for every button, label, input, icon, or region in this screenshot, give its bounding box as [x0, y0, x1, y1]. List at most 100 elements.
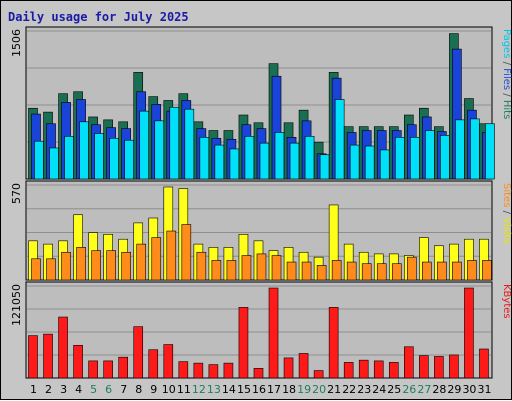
bar-pages-day-20 — [319, 154, 330, 180]
bar-kbytes-day-19 — [298, 353, 309, 379]
x-tick-label-day-14: 14 — [222, 383, 236, 396]
x-tick-label-day-8: 8 — [135, 383, 142, 396]
x-tick-label-day-16: 16 — [252, 383, 266, 396]
legend-part-kbytes-0: KBytes — [501, 284, 512, 319]
bar-kbytes-day-16 — [253, 368, 264, 379]
x-tick-label-day-31: 31 — [477, 383, 491, 396]
bar-sites-day-12 — [196, 251, 207, 281]
bar-sites-day-13 — [211, 260, 222, 281]
bar-pages-day-3 — [64, 136, 74, 180]
legend-part-hits-1: / — [501, 58, 512, 68]
bar-pages-day-29 — [455, 119, 465, 180]
bar-kbytes-day-20 — [313, 370, 324, 379]
bar-pages-day-18 — [289, 142, 300, 180]
bar-pages-day-15 — [244, 136, 255, 180]
legend-part-hits-0: Pages — [501, 29, 512, 58]
bar-sites-day-9 — [151, 237, 162, 281]
x-tick-label-day-30: 30 — [462, 383, 476, 396]
bar-sites-day-3 — [61, 251, 71, 281]
bar-kbytes-day-5 — [88, 360, 98, 379]
x-tick-label-day-28: 28 — [432, 383, 446, 396]
x-tick-label-day-6: 6 — [105, 383, 112, 396]
bar-sites-day-11 — [181, 224, 192, 281]
y-max-label-kbytes: 121050 — [10, 284, 23, 326]
y-max-label-hits: 1506 — [10, 29, 23, 57]
bar-sites-day-16 — [256, 253, 267, 281]
legend-part-hits-4: Hits — [501, 100, 512, 119]
chart-title: Daily usage for July 2025 — [8, 10, 189, 24]
bar-kbytes-day-3 — [58, 316, 68, 379]
bar-kbytes-day-7 — [118, 356, 128, 379]
bar-pages-day-14 — [229, 148, 240, 180]
bar-sites-day-21 — [331, 260, 342, 281]
bar-sites-day-17 — [271, 255, 282, 281]
bar-pages-day-13 — [214, 144, 225, 180]
bar-sites-day-6 — [106, 250, 116, 281]
bar-sites-day-20 — [316, 265, 327, 281]
bar-pages-day-4 — [79, 121, 89, 180]
bar-sites-day-23 — [361, 263, 372, 281]
bar-sites-day-19 — [301, 261, 312, 281]
bar-pages-day-27 — [425, 130, 435, 180]
bar-kbytes-day-9 — [148, 349, 159, 379]
bar-sites-day-15 — [241, 255, 252, 281]
bar-pages-day-22 — [349, 144, 360, 180]
x-tick-label-day-17: 17 — [267, 383, 281, 396]
x-tick-label-day-2: 2 — [45, 383, 52, 396]
bar-sites-day-31 — [482, 260, 492, 281]
bar-pages-day-30 — [470, 118, 480, 180]
bar-kbytes-day-29 — [449, 354, 459, 379]
bar-sites-day-24 — [376, 263, 387, 281]
bar-sites-day-4 — [76, 247, 86, 281]
bar-pages-day-31 — [485, 123, 495, 180]
x-tick-label-day-10: 10 — [162, 383, 176, 396]
bar-kbytes-day-21 — [328, 307, 339, 379]
x-tick-label-day-18: 18 — [282, 383, 296, 396]
bar-pages-day-11 — [184, 108, 195, 180]
legend-part-visits-2: Visits — [501, 217, 512, 244]
bar-sites-day-8 — [136, 243, 147, 281]
x-tick-label-day-25: 25 — [387, 383, 401, 396]
bar-kbytes-day-4 — [73, 344, 83, 379]
legend-part-visits-0: Sites — [501, 183, 512, 207]
bar-kbytes-day-12 — [193, 362, 204, 379]
bar-pages-day-7 — [124, 139, 134, 180]
bar-pages-day-2 — [49, 147, 59, 180]
bar-kbytes-day-6 — [103, 360, 113, 379]
bar-kbytes-day-1 — [28, 335, 38, 379]
bar-sites-day-29 — [452, 261, 462, 281]
x-tick-label-day-21: 21 — [327, 383, 341, 396]
x-tick-label-day-7: 7 — [120, 383, 127, 396]
bar-sites-day-18 — [286, 261, 297, 281]
bar-sites-day-26 — [407, 256, 417, 281]
bar-pages-day-19 — [304, 136, 315, 180]
bar-sites-day-10 — [166, 230, 177, 281]
bar-kbytes-day-25 — [388, 362, 399, 379]
bar-pages-day-6 — [109, 137, 119, 180]
x-tick-label-day-1: 1 — [30, 383, 37, 396]
bar-pages-day-1 — [34, 140, 44, 180]
bar-sites-day-14 — [226, 260, 237, 281]
bar-pages-day-26 — [410, 137, 420, 180]
x-tick-label-day-22: 22 — [342, 383, 356, 396]
bar-kbytes-day-11 — [178, 361, 189, 379]
bar-pages-day-16 — [259, 142, 270, 180]
bar-kbytes-day-10 — [163, 344, 174, 379]
bar-sites-day-30 — [467, 260, 477, 281]
bar-kbytes-day-26 — [404, 346, 414, 379]
bar-pages-day-28 — [440, 135, 450, 180]
x-tick-label-day-20: 20 — [312, 383, 326, 396]
bar-pages-day-23 — [364, 145, 375, 180]
x-tick-label-day-27: 27 — [417, 383, 431, 396]
legend-label-kbytes: KBytes — [501, 284, 512, 319]
bar-kbytes-day-30 — [464, 287, 474, 379]
bar-pages-day-25 — [394, 137, 405, 180]
bar-kbytes-day-24 — [373, 360, 384, 379]
bar-sites-day-7 — [121, 251, 131, 281]
legend-part-hits-2: Files — [501, 68, 512, 90]
bar-kbytes-day-31 — [479, 348, 489, 379]
x-tick-label-day-19: 19 — [297, 383, 311, 396]
bar-kbytes-day-13 — [208, 364, 219, 379]
bar-pages-day-8 — [139, 110, 150, 180]
bar-kbytes-day-2 — [43, 333, 53, 379]
